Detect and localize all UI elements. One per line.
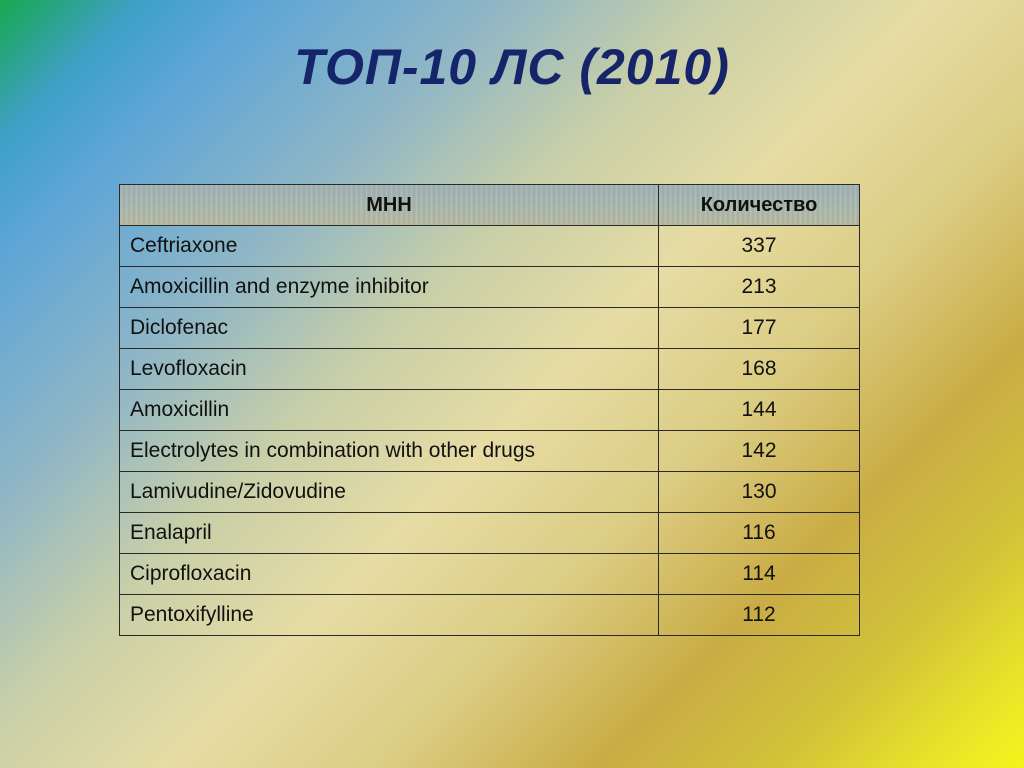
table-row: Lamivudine/Zidovudine 130 xyxy=(119,471,860,513)
drug-table: МНН Количество Ceftriaxone 337 Amoxicill… xyxy=(119,184,860,636)
drug-quantity: 144 xyxy=(658,389,860,431)
drug-name: Amoxicillin and enzyme inhibitor xyxy=(119,266,659,308)
drug-name: Pentoxifylline xyxy=(119,594,659,636)
table-row: Diclofenac 177 xyxy=(119,307,860,349)
table-row: Amoxicillin and enzyme inhibitor 213 xyxy=(119,266,860,308)
drug-name: Lamivudine/Zidovudine xyxy=(119,471,659,513)
drug-quantity: 337 xyxy=(658,225,860,267)
table-row: Ciprofloxacin 114 xyxy=(119,553,860,595)
table-row: Enalapril 116 xyxy=(119,512,860,554)
drug-name: Electrolytes in combination with other d… xyxy=(119,430,659,472)
drug-quantity: 177 xyxy=(658,307,860,349)
drug-quantity: 168 xyxy=(658,348,860,390)
table-row: Pentoxifylline 112 xyxy=(119,594,860,636)
table-row: Levofloxacin 168 xyxy=(119,348,860,390)
header-mnn: МНН xyxy=(119,184,659,226)
drug-name: Levofloxacin xyxy=(119,348,659,390)
slide-title: ТОП-10 ЛС (2010) xyxy=(294,39,730,95)
drug-name: Amoxicillin xyxy=(119,389,659,431)
drug-name: Enalapril xyxy=(119,512,659,554)
drug-name: Ceftriaxone xyxy=(119,225,659,267)
table-header-row: МНН Количество xyxy=(119,184,860,226)
table-row: Amoxicillin 144 xyxy=(119,389,860,431)
drug-quantity: 130 xyxy=(658,471,860,513)
drug-quantity: 116 xyxy=(658,512,860,554)
table-row: Electrolytes in combination with other d… xyxy=(119,430,860,472)
table-row: Ceftriaxone 337 xyxy=(119,225,860,267)
drug-quantity: 142 xyxy=(658,430,860,472)
drug-name: Diclofenac xyxy=(119,307,659,349)
drug-quantity: 112 xyxy=(658,594,860,636)
drug-quantity: 114 xyxy=(658,553,860,595)
drug-quantity: 213 xyxy=(658,266,860,308)
header-quantity: Количество xyxy=(658,184,860,226)
drug-name: Ciprofloxacin xyxy=(119,553,659,595)
